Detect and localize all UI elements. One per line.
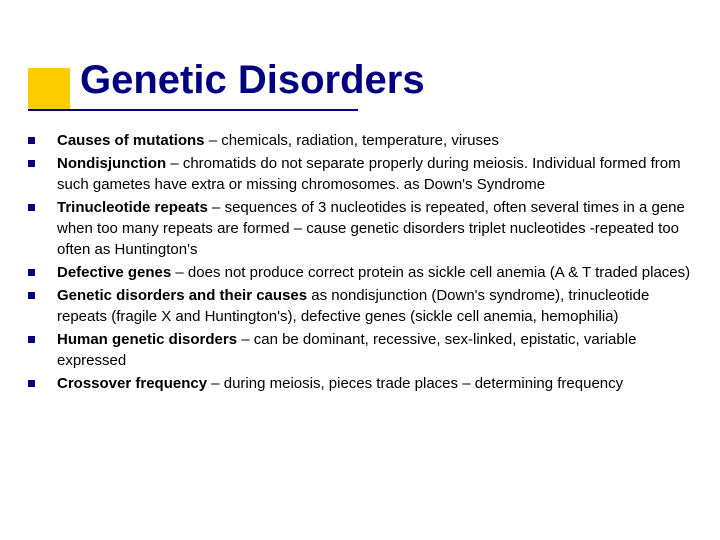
list-text: Trinucleotide repeats – sequences of 3 n… [57, 197, 700, 260]
slide-title: Genetic Disorders [80, 58, 425, 103]
list-item: Crossover frequency – during meiosis, pi… [28, 373, 700, 394]
bullet-icon [28, 336, 35, 343]
list-text: Crossover frequency – during meiosis, pi… [57, 373, 623, 394]
list-item: Trinucleotide repeats – sequences of 3 n… [28, 197, 700, 260]
list-item: Defective genes – does not produce corre… [28, 262, 700, 283]
bullet-icon [28, 292, 35, 299]
bullet-icon [28, 204, 35, 211]
bullet-icon [28, 269, 35, 276]
bullet-list: Causes of mutations – chemicals, radiati… [28, 130, 700, 396]
list-item: Human genetic disorders – can be dominan… [28, 329, 700, 371]
bullet-icon [28, 137, 35, 144]
list-text: Nondisjunction – chromatids do not separ… [57, 153, 700, 195]
accent-block [28, 68, 70, 110]
list-text: Human genetic disorders – can be dominan… [57, 329, 700, 371]
bullet-icon [28, 380, 35, 387]
bullet-icon [28, 160, 35, 167]
list-text: Causes of mutations – chemicals, radiati… [57, 130, 499, 151]
list-text: Genetic disorders and their causes as no… [57, 285, 700, 327]
title-underline [28, 109, 358, 111]
list-item: Nondisjunction – chromatids do not separ… [28, 153, 700, 195]
list-item: Causes of mutations – chemicals, radiati… [28, 130, 700, 151]
list-item: Genetic disorders and their causes as no… [28, 285, 700, 327]
list-text: Defective genes – does not produce corre… [57, 262, 690, 283]
